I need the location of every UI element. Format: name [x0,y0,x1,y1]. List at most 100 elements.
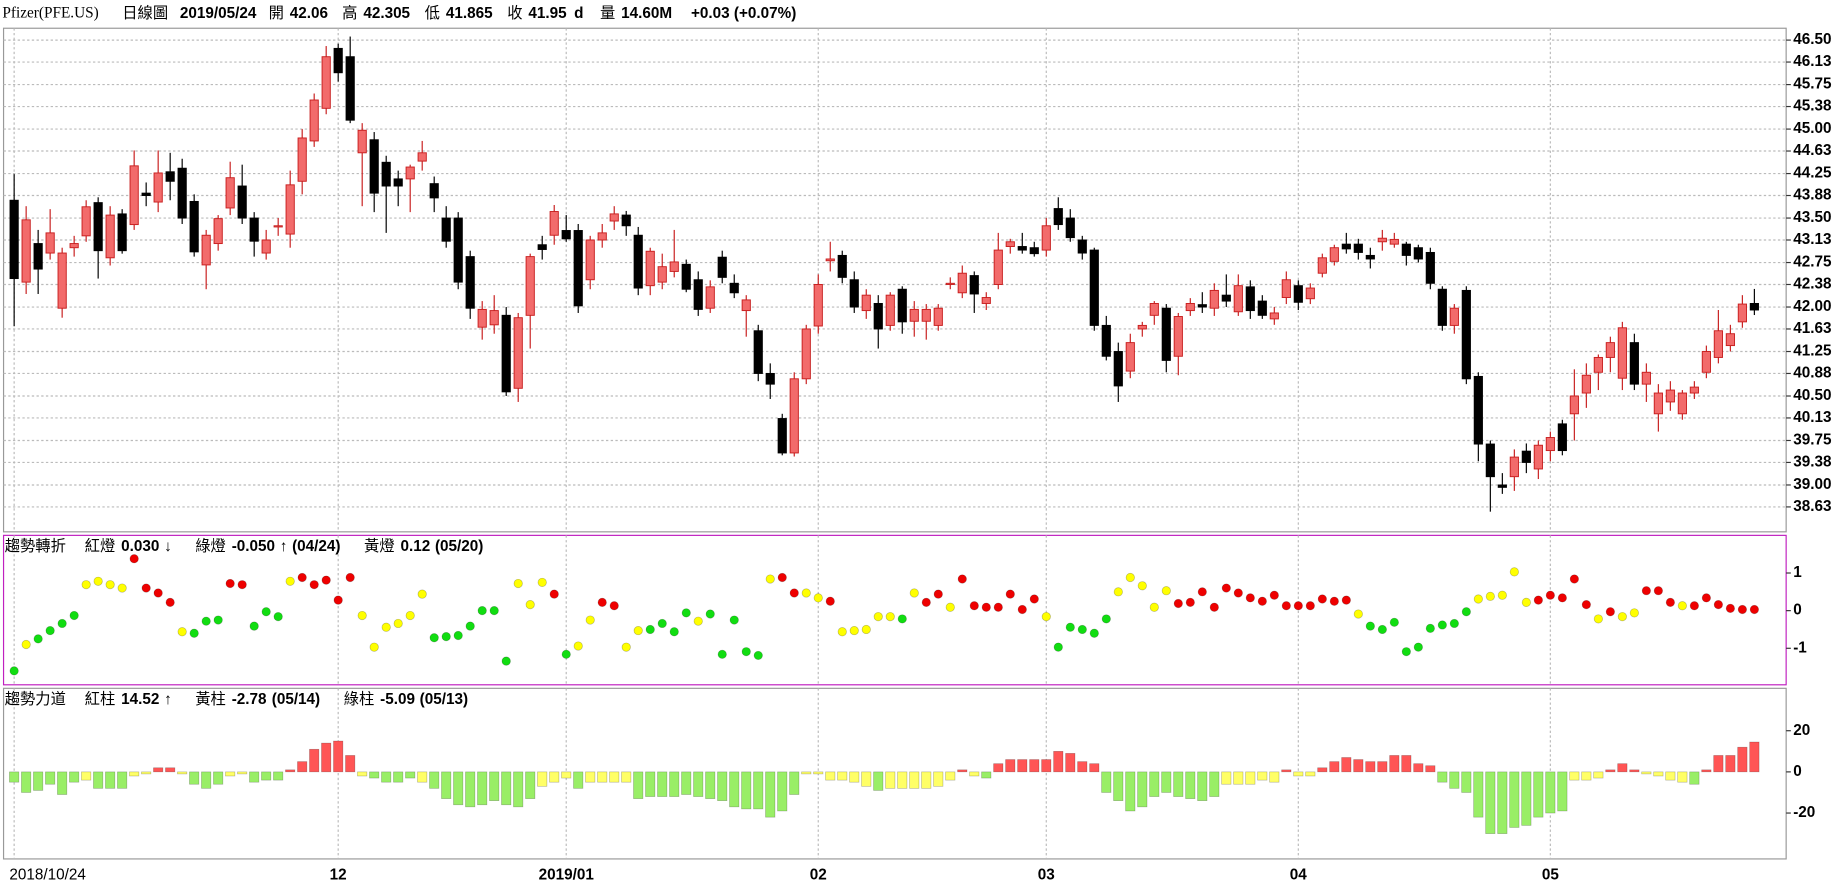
signal-dot [825,596,835,606]
signal-dot [633,626,643,636]
strength-bar [1197,771,1208,801]
strength-bar [1509,771,1520,828]
strength-bar [1641,771,1652,775]
strength-bar [1293,771,1304,777]
candle-body [1101,324,1111,357]
strength-bar [57,771,68,795]
candle-body [537,244,547,250]
strength-bar [429,771,440,789]
signal-dot [1641,586,1651,596]
candle-body [477,308,487,328]
signal-dot [537,577,547,588]
y-tick-label: 0 [1793,763,1801,780]
signal-dot [669,627,679,637]
strength-bar [465,771,476,808]
strength-bar [525,771,536,799]
signal-dot [1233,588,1243,598]
signal-dot [1737,604,1747,615]
signal-dot [621,642,631,652]
strength-bar [621,771,632,783]
signal-dot [369,642,379,652]
strength-bar [645,771,656,797]
legend-value: 0.030 [121,538,159,555]
signal-dot [1101,614,1111,624]
signal-dot [585,615,595,625]
y-tick-label: 1 [1793,564,1802,581]
x-tick-label: 05 [1542,866,1559,883]
candle-body [645,250,655,287]
candle-body [1137,324,1147,330]
strength-bar [213,771,224,785]
candle-body [1353,243,1363,253]
y-tick-label: 42.75 [1793,254,1832,271]
candle-body [597,232,607,241]
legend-date: (04/24) [292,538,340,555]
strength-bar [1173,771,1184,797]
strength-bar [1581,771,1592,781]
y-tick-label: -20 [1793,804,1815,821]
signal-dot [297,572,307,583]
strength-bar [45,771,56,785]
strength-bar [549,771,560,783]
field-label: 高 [342,5,357,22]
strength-bar [657,771,668,797]
candle-body [273,225,283,228]
y-tick-label: 40.13 [1793,409,1831,426]
candle-body [1497,484,1507,488]
signal-dot [1365,621,1375,631]
strength-bar [873,771,884,791]
candle-body [897,288,907,323]
candle-body [465,256,475,309]
candle-body [405,166,415,180]
legend-arrow: ↑ [280,538,288,555]
signal-dot [1413,642,1423,652]
candle-body [1329,247,1339,262]
candle-body [1017,246,1027,251]
signal-dot [1149,602,1159,612]
signal-dot [933,589,943,599]
strength-bar [789,771,800,795]
strength-bar [777,771,788,812]
legend-date: (05/13) [420,691,468,708]
strength-bar [945,771,956,781]
candle-body [837,254,847,278]
candle-body [693,279,703,310]
candle-body [705,286,715,309]
x-tick-label: 04 [1290,866,1307,883]
signal-dot [1713,600,1723,610]
candle-body [501,314,511,393]
legend-arrow: ↑ [164,691,172,708]
signal-dot [1749,604,1759,615]
signal-dot [765,574,775,584]
strength-bar [1713,755,1724,773]
candle-body [1257,300,1267,316]
signal-dot [1545,590,1555,600]
strength-bar [1233,771,1244,785]
signal-dot [993,602,1003,612]
strength-bar [309,748,320,773]
candle-body [873,302,883,330]
strength-bar [297,761,308,773]
candle-body [1233,285,1243,313]
strength-bar [1617,763,1628,773]
strength-bar [1545,771,1556,814]
strength-bar [1377,761,1388,773]
strength-bar [1725,755,1736,773]
candle-body [1305,287,1315,300]
candle-body [21,219,31,283]
candle-body [81,206,91,237]
signal-dot [1689,601,1699,611]
candle-body [1197,304,1207,308]
signal-dot [93,576,103,586]
strength-bar [477,771,488,806]
strength-bar [1125,771,1136,812]
signal-dot [129,554,139,564]
candle-body [225,177,235,209]
strength-bar [1149,771,1160,797]
signal-dot [1701,593,1711,603]
x-tick-label: 2018/10/24 [9,866,86,883]
strength-bar [1005,759,1016,773]
signal-dot [969,601,979,611]
candle-body [441,217,451,242]
candle-body [393,178,403,187]
